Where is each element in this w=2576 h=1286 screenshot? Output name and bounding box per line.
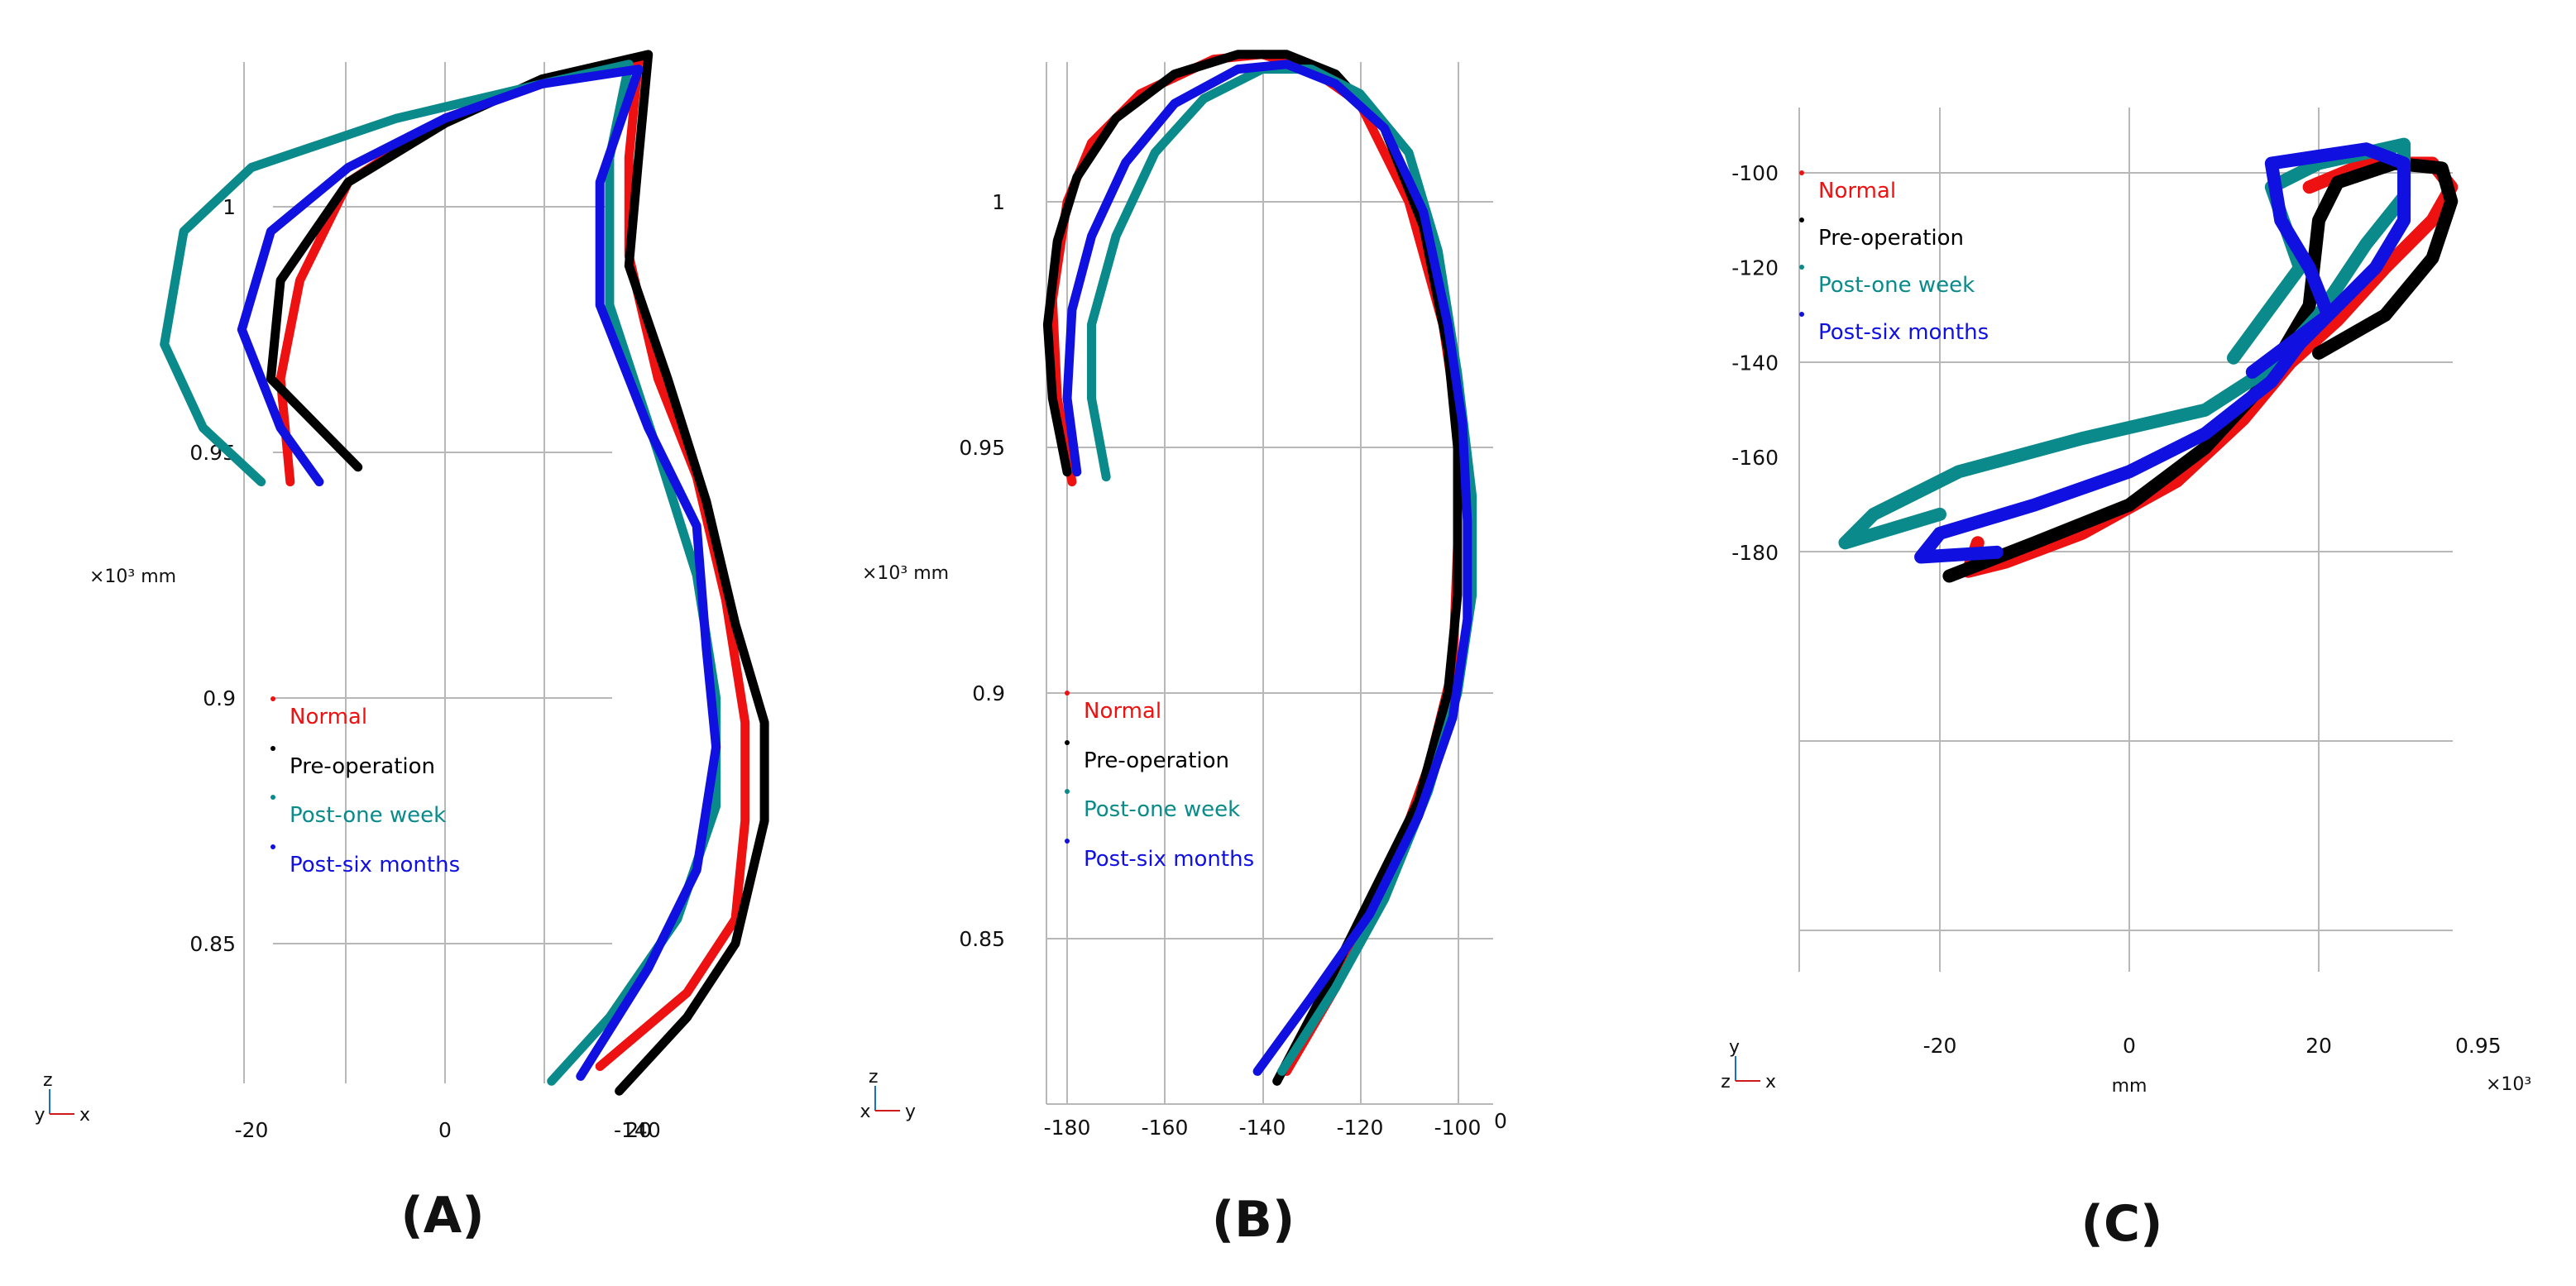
panel-a-legend-marker	[271, 795, 275, 800]
panel-b-legend-label: Post-six months	[1084, 847, 1254, 872]
panel-c-ytick-label: -160	[1731, 446, 1779, 470]
panel-a-ytick-label: 1	[223, 195, 236, 219]
panel-a-legend-label: Post-one week	[290, 803, 446, 828]
panel-c-xlabel: mm	[2112, 1076, 2147, 1097]
panel-c-xtick-label: 20	[2305, 1034, 2332, 1058]
panel-a-y-unit: ×10³ mm	[89, 567, 176, 587]
panel-b-triad-left-label: x	[859, 1102, 870, 1122]
panel-a-legend-marker	[271, 844, 275, 849]
panel-b-legend-marker	[1065, 839, 1070, 844]
panel-c-curve-post-six-months	[1914, 142, 2411, 564]
panel-a-legend-label: Normal	[290, 705, 367, 729]
panel-c-x-extra-label: 0.95	[2455, 1034, 2502, 1058]
panel-a-ytick-label: 0.9	[203, 686, 236, 710]
panel-c-triad-up-label: y	[1729, 1037, 1740, 1058]
panel-c-triad-left-label: z	[1721, 1072, 1731, 1092]
panel-a-triad-left-label: y	[34, 1105, 45, 1126]
panel-a-legend-label: Pre-operation	[290, 754, 435, 779]
panel-c-ytick-label: -140	[1731, 351, 1779, 375]
panel-c-ytick-label: -120	[1731, 256, 1779, 280]
panel-a-xtick-label: -20	[235, 1118, 269, 1142]
panel-c-ytick-label: -180	[1731, 541, 1779, 565]
panel-b-curve-normal	[1047, 50, 1463, 1076]
panel-c-ytick-label: -100	[1731, 161, 1779, 185]
panel-b-xtick-label: -120	[1337, 1116, 1384, 1140]
panel-a-xtick-label: 20	[625, 1118, 652, 1142]
panel-b-legend-marker	[1065, 691, 1070, 696]
panel-b-y-unit: ×10³ mm	[862, 563, 949, 584]
panel-a-legend-label: Post-six months	[290, 853, 460, 877]
panel-a-triad-right-label: x	[79, 1105, 90, 1126]
panel-b-legend-label: Normal	[1084, 699, 1161, 724]
panel-c-legend-marker	[1799, 312, 1804, 317]
panel-c-x-unit: ×10³	[2486, 1074, 2531, 1095]
panel-b-xtick-label: -140	[1239, 1116, 1286, 1140]
panel-b-x-extra-label: 0	[1494, 1109, 1507, 1133]
panel-b-ytick-label: 0.85	[959, 927, 1005, 951]
panel-c-xtick-label: 0	[2123, 1034, 2136, 1058]
panel-a-legend-marker	[271, 696, 275, 701]
panel-b-triad-up-label: z	[869, 1067, 879, 1088]
panel-c-triad-right-label: x	[1765, 1072, 1776, 1092]
panel-b-xtick-label: -160	[1142, 1116, 1189, 1140]
panel-c-legend-label: Post-six months	[1818, 320, 1989, 345]
panel-a-triad-up-label: z	[43, 1070, 53, 1091]
panel-a-ytick-label: 0.85	[189, 932, 236, 956]
panel-b-ytick-label: 1	[992, 190, 1005, 214]
panel-c-legend-label: Normal	[1818, 179, 1896, 203]
panel-a-curve-post-six-months	[237, 65, 721, 1081]
panel-a-label: (A)	[400, 1187, 484, 1245]
panel-b-legend-label: Pre-operation	[1084, 748, 1229, 773]
panel-b-legend-label: Post-one week	[1084, 797, 1240, 822]
panel-c-legend-marker	[1799, 265, 1804, 270]
panel-a-curve-pre-operation	[266, 50, 769, 1096]
panel-a-xtick-label: 0	[438, 1118, 452, 1142]
panel-b-label: (B)	[1212, 1191, 1295, 1249]
panel-c-legend-label: Pre-operation	[1818, 226, 1964, 251]
panel-c-legend-label: Post-one week	[1818, 273, 1975, 298]
panel-c-legend-marker	[1799, 218, 1804, 222]
panel-b-xtick-label: -180	[1044, 1116, 1091, 1140]
panel-b-curve-post-six-months	[1062, 60, 1472, 1076]
panel-c-xtick-label: -20	[1923, 1034, 1957, 1058]
panel-b-xtick-label: -100	[1434, 1116, 1482, 1140]
panel-b-ytick-label: 0.9	[972, 681, 1005, 705]
panel-a-legend-marker	[271, 746, 275, 751]
panel-b-triad-right-label: y	[905, 1102, 916, 1122]
panel-c-legend-marker	[1799, 170, 1804, 175]
panel-a-x-extra-label: -140	[614, 1118, 661, 1142]
panel-b-legend-marker	[1065, 789, 1070, 794]
panel-b-ytick-label: 0.95	[959, 436, 1005, 460]
panel-c-label: (C)	[2081, 1195, 2163, 1253]
panel-c-curve-pre-operation	[1942, 156, 2459, 583]
panel-b-legend-marker	[1065, 740, 1070, 745]
